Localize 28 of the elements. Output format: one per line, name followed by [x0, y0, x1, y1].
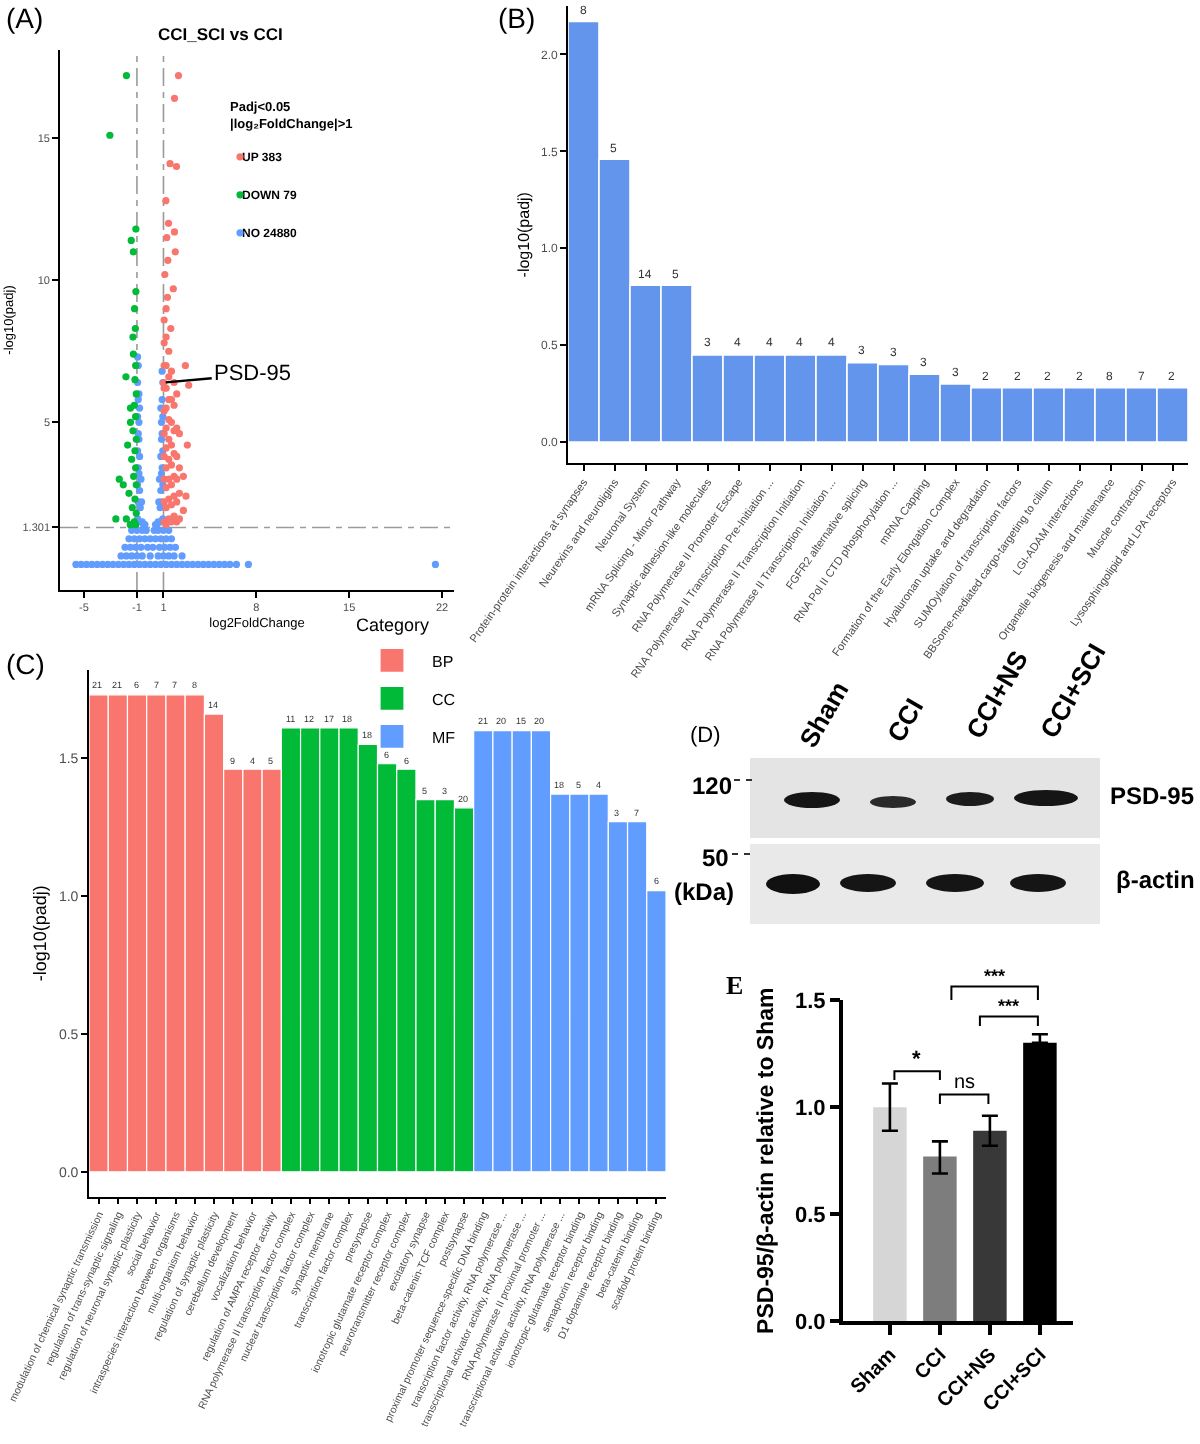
annotation: ***: [998, 996, 1021, 1016]
annotation: PSD-95: [214, 362, 292, 386]
text: E: [726, 970, 744, 1000]
text: 120: [692, 772, 733, 800]
legend-label: CC: [432, 690, 456, 709]
y-tick-label: 0.5: [794, 1203, 826, 1228]
y-axis-title: -log10(padj): [29, 885, 50, 982]
text: 50: [702, 844, 730, 872]
category-label: CCI: [880, 693, 930, 748]
text: PSD-95: [1110, 782, 1195, 810]
y-tick-label: 0.0: [794, 1311, 826, 1336]
text: (kDa): [674, 878, 735, 906]
text: (B): [498, 2, 536, 34]
annotation: ns: [954, 1072, 976, 1094]
y-tick-label: 1.5: [794, 989, 826, 1014]
annotation: *: [912, 1048, 922, 1072]
text: β-actin: [1116, 866, 1195, 894]
legend-label: BP: [432, 652, 454, 671]
text: (C): [6, 648, 45, 680]
text: (A): [6, 2, 44, 34]
y-tick-label: 1.0: [794, 1096, 826, 1121]
y-axis-title: PSD-95/β-actin relative to Sham: [754, 987, 779, 1334]
legend-title: Category: [356, 615, 431, 636]
legend-label: MF: [432, 728, 456, 747]
y-axis-title: -log10(padj): [514, 191, 533, 278]
chart-title: CCI_SCI vs CCI: [158, 24, 283, 44]
text: ***: [984, 966, 1007, 986]
text: (D): [690, 724, 721, 748]
